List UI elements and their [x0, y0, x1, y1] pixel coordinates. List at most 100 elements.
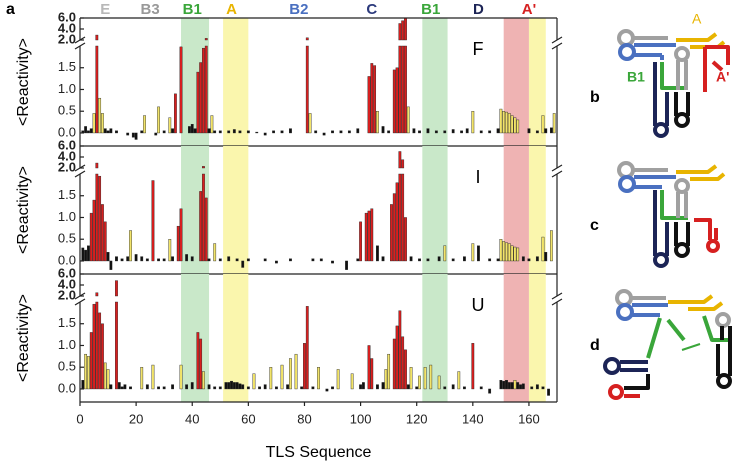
- bar: [294, 353, 298, 390]
- bar: [409, 256, 413, 262]
- bar: [140, 256, 144, 262]
- stem: [653, 62, 669, 126]
- bar: [213, 130, 217, 134]
- domain-band: [503, 18, 529, 146]
- bar: [168, 239, 172, 262]
- y-tick-label: 2.0: [58, 159, 76, 174]
- y-axis-label: <Reactivity>: [15, 38, 32, 126]
- bar: [437, 256, 441, 262]
- bar: [356, 258, 360, 262]
- y-tick-label: 0.0: [58, 124, 76, 139]
- bar: [123, 384, 127, 390]
- bar: [471, 111, 475, 134]
- reactivity-charts: 0.00.51.01.52.04.06.0<Reactivity> FE B3 B1 A…: [15, 1, 563, 461]
- bar: [443, 130, 447, 134]
- bar: [115, 301, 118, 390]
- bar: [224, 382, 228, 390]
- bar: [401, 336, 405, 390]
- axis-break: [551, 164, 563, 172]
- y-tick-label: 4.0: [58, 20, 76, 35]
- axis-break: [551, 292, 563, 300]
- bar: [151, 180, 155, 262]
- bar: [289, 258, 292, 262]
- bar: [513, 117, 517, 134]
- bar: [238, 383, 242, 390]
- bar: [460, 130, 463, 134]
- axis-break: [551, 298, 563, 306]
- domain-band: [528, 18, 546, 146]
- panel-letter: c: [590, 217, 599, 234]
- domain-band: [181, 274, 210, 402]
- bar: [527, 128, 531, 134]
- bar: [322, 132, 326, 136]
- region-label: A: [226, 1, 237, 18]
- bar: [516, 382, 520, 390]
- bar: [213, 386, 217, 390]
- bar: [350, 373, 354, 390]
- hairpin-loop: [674, 178, 690, 194]
- bar: [227, 382, 231, 390]
- y-tick-label: 1.0: [58, 81, 76, 96]
- bar: [300, 386, 304, 390]
- bar: [451, 384, 455, 390]
- panel-label: I: [475, 167, 480, 187]
- panel-label: U: [472, 295, 485, 315]
- hairpin-loop: [715, 312, 731, 328]
- bar: [101, 113, 104, 134]
- bar: [505, 380, 508, 390]
- bar-upper: [401, 20, 405, 41]
- bar: [207, 128, 211, 134]
- bar: [319, 258, 323, 262]
- hairpin-loop: [653, 122, 669, 138]
- bar: [499, 380, 503, 390]
- bar: [423, 367, 427, 390]
- bar: [289, 128, 292, 134]
- bar: [376, 111, 379, 134]
- stem: [634, 43, 676, 60]
- bar: [362, 382, 365, 390]
- x-axis-label: TLS Sequence: [266, 444, 372, 461]
- bar: [496, 258, 500, 262]
- bar: [451, 129, 455, 134]
- bar: [308, 113, 312, 134]
- hairpin-loop: [616, 303, 634, 321]
- bar: [190, 382, 194, 390]
- bar: [507, 113, 511, 134]
- bar: [317, 367, 320, 390]
- bar-upper: [404, 17, 407, 41]
- bar: [227, 130, 231, 134]
- y-tick-label: 0.5: [58, 103, 76, 118]
- bar: [232, 382, 236, 390]
- x-tick-label: 60: [241, 411, 255, 426]
- bar: [235, 382, 239, 390]
- bar: [202, 371, 205, 390]
- region-label: D: [473, 1, 484, 18]
- bar: [103, 221, 107, 262]
- bar-upper: [398, 23, 402, 41]
- bar: [367, 210, 371, 262]
- pseudoknot: [694, 218, 718, 240]
- region-label: A': [522, 1, 536, 18]
- bar: [429, 364, 433, 390]
- bar: [151, 364, 155, 390]
- bar: [95, 173, 99, 262]
- y-tick-label: 1.0: [58, 209, 76, 224]
- bar-upper: [95, 292, 99, 297]
- y-tick-label: 0.0: [58, 252, 76, 267]
- bar: [140, 130, 144, 134]
- domain-band: [422, 18, 448, 146]
- bar: [409, 367, 413, 390]
- bar: [89, 212, 93, 262]
- bar: [241, 384, 245, 390]
- bar: [230, 380, 233, 390]
- bar: [117, 382, 121, 390]
- bar: [269, 367, 273, 390]
- bar-upper: [398, 151, 402, 169]
- bar: [499, 108, 503, 134]
- bar: [376, 245, 379, 262]
- bar: [157, 258, 160, 262]
- bar: [395, 67, 399, 134]
- bar: [359, 384, 362, 390]
- bar: [162, 258, 166, 262]
- bar: [210, 115, 214, 134]
